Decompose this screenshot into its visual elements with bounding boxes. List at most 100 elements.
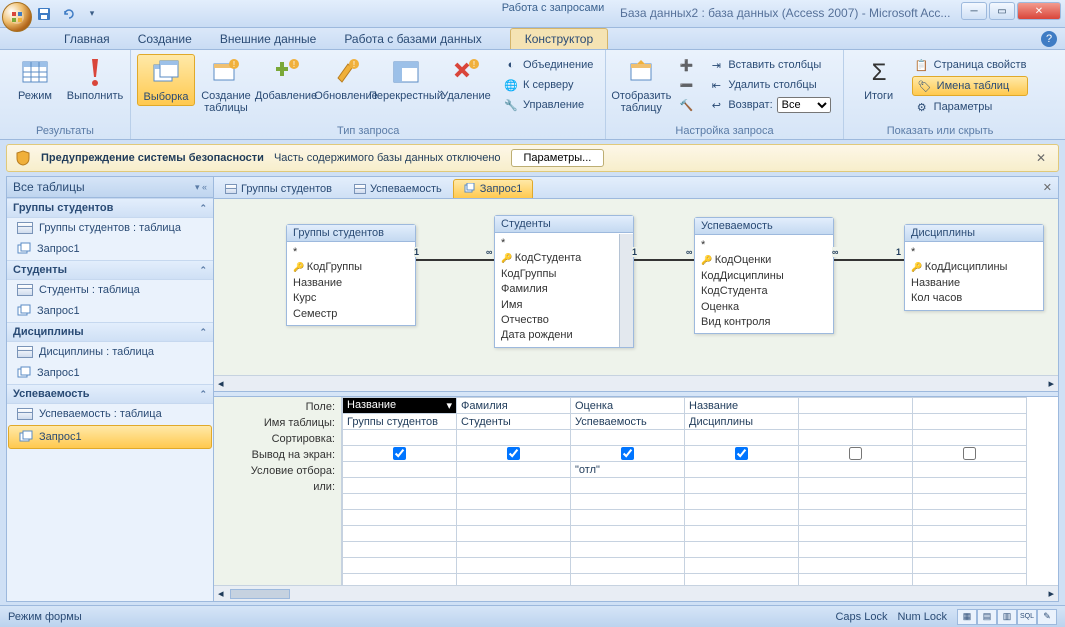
doc-close-button[interactable]: ✕	[1043, 181, 1052, 194]
save-icon[interactable]	[34, 4, 54, 24]
nav-item[interactable]: Успеваемость : таблица	[7, 404, 213, 424]
grid-cell[interactable]: Название ▾	[343, 398, 457, 414]
grid-cell[interactable]	[457, 446, 571, 462]
query-design-upper[interactable]: Группы студентов*КодГруппыНазваниеКурсСе…	[214, 199, 1058, 375]
grid-cell[interactable]	[913, 446, 1027, 462]
passthrough-button[interactable]: 🌐К серверу	[501, 76, 595, 94]
builder-button[interactable]: 🔨	[676, 96, 696, 114]
minimize-button[interactable]: ─	[961, 2, 987, 20]
grid-cell[interactable]	[799, 398, 913, 414]
grid-cell[interactable]	[913, 430, 1027, 446]
grid-cell[interactable]	[343, 446, 457, 462]
office-button[interactable]	[2, 2, 32, 32]
totals-button[interactable]: Σ Итоги	[850, 54, 908, 104]
grid-cell[interactable]	[799, 446, 913, 462]
view-sql-button[interactable]: SQL	[1017, 609, 1037, 625]
grid-cell[interactable]	[685, 462, 799, 478]
union-button[interactable]: ◐Объединение	[501, 56, 595, 74]
grid-cell[interactable]	[343, 430, 457, 446]
nav-group-header[interactable]: Студенты⌃	[7, 260, 213, 280]
maketable-button[interactable]: ! Создание таблицы	[197, 54, 255, 116]
nav-item[interactable]: Запрос1	[7, 238, 213, 260]
doc-tab[interactable]: Успеваемость	[343, 179, 453, 198]
grid-cell[interactable]	[913, 414, 1027, 430]
tab-home[interactable]: Главная	[50, 29, 124, 49]
grid-cell[interactable]: Студенты	[457, 414, 571, 430]
doc-tab[interactable]: Запрос1	[453, 179, 534, 198]
nav-item[interactable]: Студенты : таблица	[7, 280, 213, 300]
undo-icon[interactable]	[58, 4, 78, 24]
security-close-button[interactable]: ✕	[1032, 151, 1050, 165]
select-query-button[interactable]: Выборка	[137, 54, 195, 106]
close-button[interactable]: ✕	[1017, 2, 1061, 20]
update-button[interactable]: ! Обновление	[317, 54, 375, 104]
show-checkbox[interactable]	[507, 447, 520, 460]
show-checkbox[interactable]	[735, 447, 748, 460]
grid-cell[interactable]: Оценка	[571, 398, 685, 414]
grid-cell[interactable]	[571, 446, 685, 462]
crosstab-button[interactable]: Перекрестный	[377, 54, 435, 104]
show-checkbox[interactable]	[963, 447, 976, 460]
grid-cell[interactable]	[913, 462, 1027, 478]
table-box[interactable]: Группы студентов*КодГруппыНазваниеКурсСе…	[286, 224, 416, 326]
lower-hscroll[interactable]: ◂▸	[214, 585, 1058, 601]
grid-cell[interactable]	[685, 430, 799, 446]
view-chart-button[interactable]: ▥	[997, 609, 1017, 625]
run-button[interactable]: Выполнить	[66, 54, 124, 104]
nav-group-header[interactable]: Успеваемость⌃	[7, 384, 213, 404]
show-checkbox[interactable]	[393, 447, 406, 460]
table-box[interactable]: Дисциплины*КодДисциплиныНазваниеКол часо…	[904, 224, 1044, 311]
view-button[interactable]: Режим	[6, 54, 64, 104]
grid-cell[interactable]	[571, 430, 685, 446]
nav-group-header[interactable]: Группы студентов⌃	[7, 198, 213, 218]
grid-cell[interactable]: Группы студентов	[343, 414, 457, 430]
view-pivot-button[interactable]: ▤	[977, 609, 997, 625]
tab-design[interactable]: Конструктор	[510, 28, 608, 49]
grid-cell[interactable]	[685, 446, 799, 462]
nav-header[interactable]: Все таблицы ▾ «	[7, 177, 213, 198]
datadef-button[interactable]: 🔧Управление	[501, 96, 595, 114]
grid-cell[interactable]	[913, 398, 1027, 414]
tab-create[interactable]: Создание	[124, 29, 206, 49]
grid-cell[interactable]: Фамилия	[457, 398, 571, 414]
tablenames-button[interactable]: 🏷Имена таблиц	[912, 76, 1029, 96]
table-box[interactable]: Студенты*КодСтудентаКодГруппыФамилияИмяО…	[494, 215, 634, 348]
grid-cell[interactable]	[571, 478, 685, 494]
maximize-button[interactable]: ▭	[989, 2, 1015, 20]
grid-cell[interactable]	[799, 414, 913, 430]
qat-dropdown-icon[interactable]: ▾	[82, 4, 102, 24]
grid-cell[interactable]	[457, 430, 571, 446]
grid-cell[interactable]: "отл"	[571, 462, 685, 478]
delete-button[interactable]: ! Удаление	[437, 54, 495, 104]
security-options-button[interactable]: Параметры...	[511, 149, 605, 167]
deleterows-button[interactable]: ➖	[676, 76, 696, 94]
grid-cell[interactable]: Название	[685, 398, 799, 414]
grid-cell[interactable]: Дисциплины	[685, 414, 799, 430]
grid-cell[interactable]	[799, 478, 913, 494]
propsheet-button[interactable]: 📋Страница свойств	[912, 56, 1029, 74]
showtable-button[interactable]: Отобразить таблицу	[612, 54, 670, 116]
show-checkbox[interactable]	[621, 447, 634, 460]
nav-item[interactable]: Запрос1	[8, 425, 212, 449]
help-icon[interactable]: ?	[1041, 31, 1057, 47]
view-datasheet-button[interactable]: ▦	[957, 609, 977, 625]
nav-item[interactable]: Запрос1	[7, 362, 213, 384]
insertrows-button[interactable]: ➕	[676, 56, 696, 74]
grid-cell[interactable]	[799, 462, 913, 478]
grid-cell[interactable]	[457, 462, 571, 478]
grid-cell[interactable]	[913, 478, 1027, 494]
doc-tab[interactable]: Группы студентов	[214, 179, 343, 198]
view-design-button[interactable]: ✎	[1037, 609, 1057, 625]
grid-cell[interactable]	[685, 478, 799, 494]
show-checkbox[interactable]	[849, 447, 862, 460]
nav-item[interactable]: Дисциплины : таблица	[7, 342, 213, 362]
tab-dbtools[interactable]: Работа с базами данных	[330, 29, 495, 49]
nav-item[interactable]: Запрос1	[7, 300, 213, 322]
query-grid-table[interactable]: Название ▾ФамилияОценкаНазвание Группы ст…	[342, 397, 1027, 585]
upper-hscroll[interactable]: ◂▸	[214, 375, 1058, 391]
params-button[interactable]: ⚙Параметры	[912, 98, 1029, 116]
nav-item[interactable]: Группы студентов : таблица	[7, 218, 213, 238]
grid-cell[interactable]	[457, 478, 571, 494]
grid-cell[interactable]	[343, 462, 457, 478]
deletecol-button[interactable]: ⇤Удалить столбцы	[706, 76, 832, 94]
